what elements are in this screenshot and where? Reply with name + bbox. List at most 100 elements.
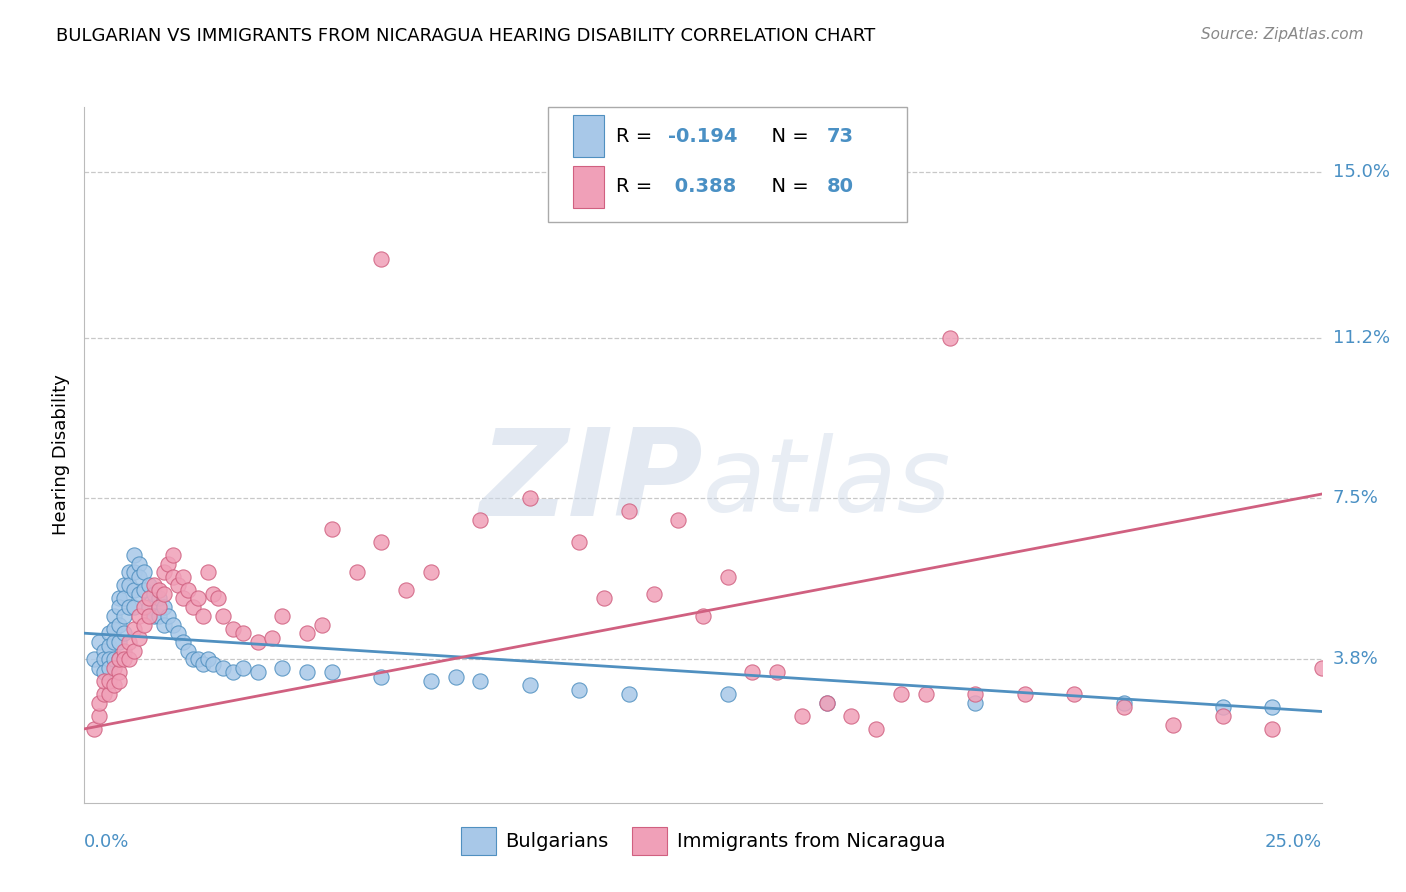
Point	[118, 652, 141, 666]
Point	[162, 548, 184, 562]
Point	[103, 661, 125, 675]
Point	[108, 652, 131, 666]
Point	[128, 587, 150, 601]
Text: 7.5%: 7.5%	[1333, 490, 1379, 508]
Point	[132, 566, 155, 580]
Point	[419, 674, 441, 689]
Point	[815, 696, 838, 710]
Point	[370, 670, 392, 684]
Point	[118, 600, 141, 615]
Point	[177, 582, 200, 597]
Point	[122, 643, 145, 657]
Point	[1161, 717, 1184, 731]
Point	[246, 665, 269, 680]
Point	[965, 687, 987, 701]
Point	[470, 674, 492, 689]
Point	[108, 591, 131, 606]
Point	[93, 665, 115, 680]
Point	[98, 661, 121, 675]
Point	[172, 591, 194, 606]
Point	[321, 522, 343, 536]
Point	[98, 674, 121, 689]
Point	[370, 252, 392, 267]
Point	[191, 657, 214, 671]
Point	[1212, 708, 1234, 723]
Point	[617, 687, 640, 701]
Point	[128, 570, 150, 584]
FancyBboxPatch shape	[574, 166, 605, 208]
Point	[152, 566, 174, 580]
Point	[103, 608, 125, 623]
Point	[157, 608, 180, 623]
Point	[815, 696, 838, 710]
Text: ZIP: ZIP	[479, 425, 703, 541]
Point	[181, 600, 204, 615]
Point	[187, 591, 209, 606]
Point	[148, 600, 170, 615]
Point	[568, 682, 591, 697]
Point	[890, 687, 912, 701]
Point	[197, 652, 219, 666]
Point	[118, 578, 141, 592]
Text: 0.0%: 0.0%	[84, 833, 129, 851]
Point	[122, 582, 145, 597]
Point	[444, 670, 467, 684]
Point	[197, 566, 219, 580]
Point	[965, 696, 987, 710]
Point	[83, 652, 105, 666]
Text: 0.388: 0.388	[668, 178, 737, 196]
Point	[212, 608, 235, 623]
Point	[132, 600, 155, 615]
Point	[246, 635, 269, 649]
Point	[419, 566, 441, 580]
Point	[519, 678, 541, 692]
Point	[470, 513, 492, 527]
Point	[132, 617, 155, 632]
Text: -0.194: -0.194	[668, 127, 738, 145]
Point	[138, 608, 160, 623]
Point	[128, 608, 150, 623]
Point	[142, 608, 165, 623]
Point	[128, 557, 150, 571]
Point	[1261, 722, 1284, 736]
Point	[643, 587, 665, 601]
Point	[112, 652, 135, 666]
Point	[93, 652, 115, 666]
Point	[191, 608, 214, 623]
Point	[152, 617, 174, 632]
Point	[1310, 661, 1333, 675]
Text: 11.2%: 11.2%	[1333, 328, 1391, 346]
Point	[112, 608, 135, 623]
Point	[108, 665, 131, 680]
Point	[271, 661, 294, 675]
Point	[152, 600, 174, 615]
Point	[222, 622, 245, 636]
Point	[841, 708, 863, 723]
Y-axis label: Hearing Disability: Hearing Disability	[52, 375, 70, 535]
FancyBboxPatch shape	[574, 115, 605, 157]
Point	[593, 591, 616, 606]
Point	[271, 608, 294, 623]
Point	[98, 687, 121, 701]
Point	[148, 591, 170, 606]
Point	[202, 587, 225, 601]
Point	[167, 578, 190, 592]
Point	[519, 491, 541, 506]
Point	[118, 635, 141, 649]
Point	[717, 570, 740, 584]
Point	[212, 661, 235, 675]
Point	[1014, 687, 1036, 701]
Point	[122, 548, 145, 562]
Point	[370, 534, 392, 549]
Point	[311, 617, 333, 632]
Point	[207, 591, 229, 606]
Point	[162, 617, 184, 632]
Point	[1063, 687, 1085, 701]
Text: atlas: atlas	[703, 433, 952, 533]
Text: Source: ZipAtlas.com: Source: ZipAtlas.com	[1201, 27, 1364, 42]
Text: 25.0%: 25.0%	[1264, 833, 1322, 851]
Point	[98, 652, 121, 666]
Point	[83, 722, 105, 736]
Text: N =: N =	[759, 127, 814, 145]
FancyBboxPatch shape	[548, 107, 907, 222]
